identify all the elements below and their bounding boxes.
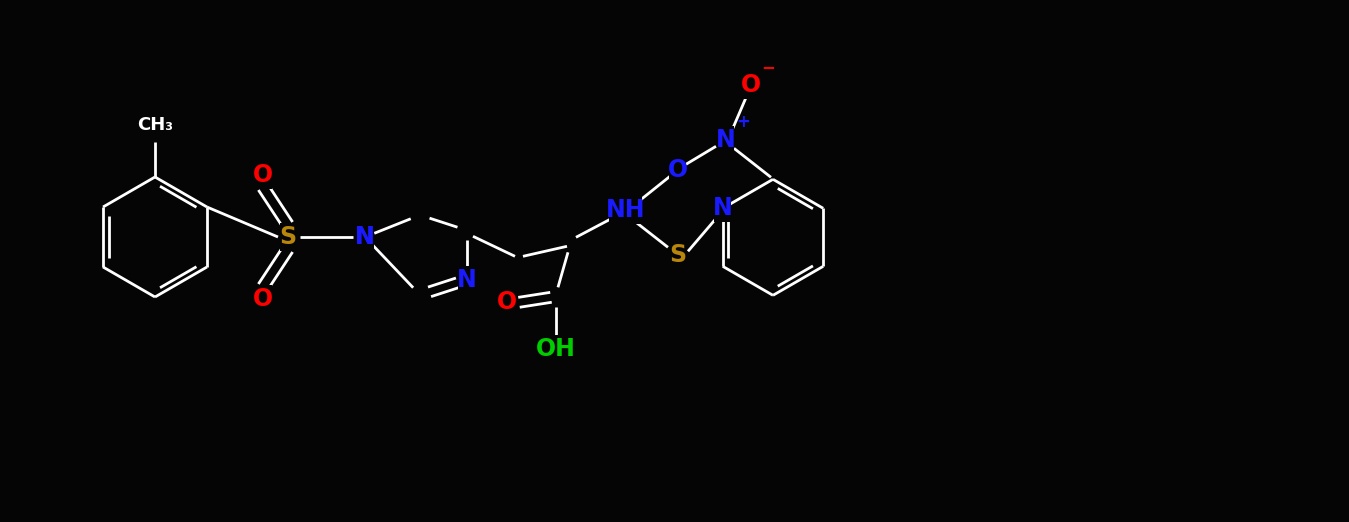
Text: S: S xyxy=(669,243,687,267)
Text: N: N xyxy=(355,225,375,249)
FancyBboxPatch shape xyxy=(714,194,731,222)
FancyBboxPatch shape xyxy=(459,266,475,294)
FancyBboxPatch shape xyxy=(742,72,759,99)
FancyBboxPatch shape xyxy=(499,288,515,316)
Text: CH₃: CH₃ xyxy=(138,116,173,134)
FancyBboxPatch shape xyxy=(255,161,271,189)
Text: O: O xyxy=(254,163,272,187)
FancyBboxPatch shape xyxy=(356,223,374,251)
FancyBboxPatch shape xyxy=(669,241,687,269)
FancyBboxPatch shape xyxy=(356,223,374,251)
FancyBboxPatch shape xyxy=(610,196,642,224)
Text: O: O xyxy=(254,287,272,311)
Text: N: N xyxy=(457,268,476,292)
Text: OH: OH xyxy=(536,337,576,361)
Text: O: O xyxy=(741,73,761,97)
FancyBboxPatch shape xyxy=(718,126,734,155)
Text: +: + xyxy=(737,113,750,132)
FancyBboxPatch shape xyxy=(279,223,297,251)
Text: N: N xyxy=(712,196,733,220)
Text: N: N xyxy=(355,225,375,249)
Text: S: S xyxy=(279,225,297,249)
FancyBboxPatch shape xyxy=(669,156,687,184)
Text: −: − xyxy=(761,58,774,76)
Text: O: O xyxy=(668,158,688,182)
Text: NH: NH xyxy=(606,198,646,222)
FancyBboxPatch shape xyxy=(131,111,178,139)
Text: N: N xyxy=(716,128,735,152)
FancyBboxPatch shape xyxy=(540,335,572,363)
FancyBboxPatch shape xyxy=(255,285,271,313)
Text: O: O xyxy=(496,290,517,314)
